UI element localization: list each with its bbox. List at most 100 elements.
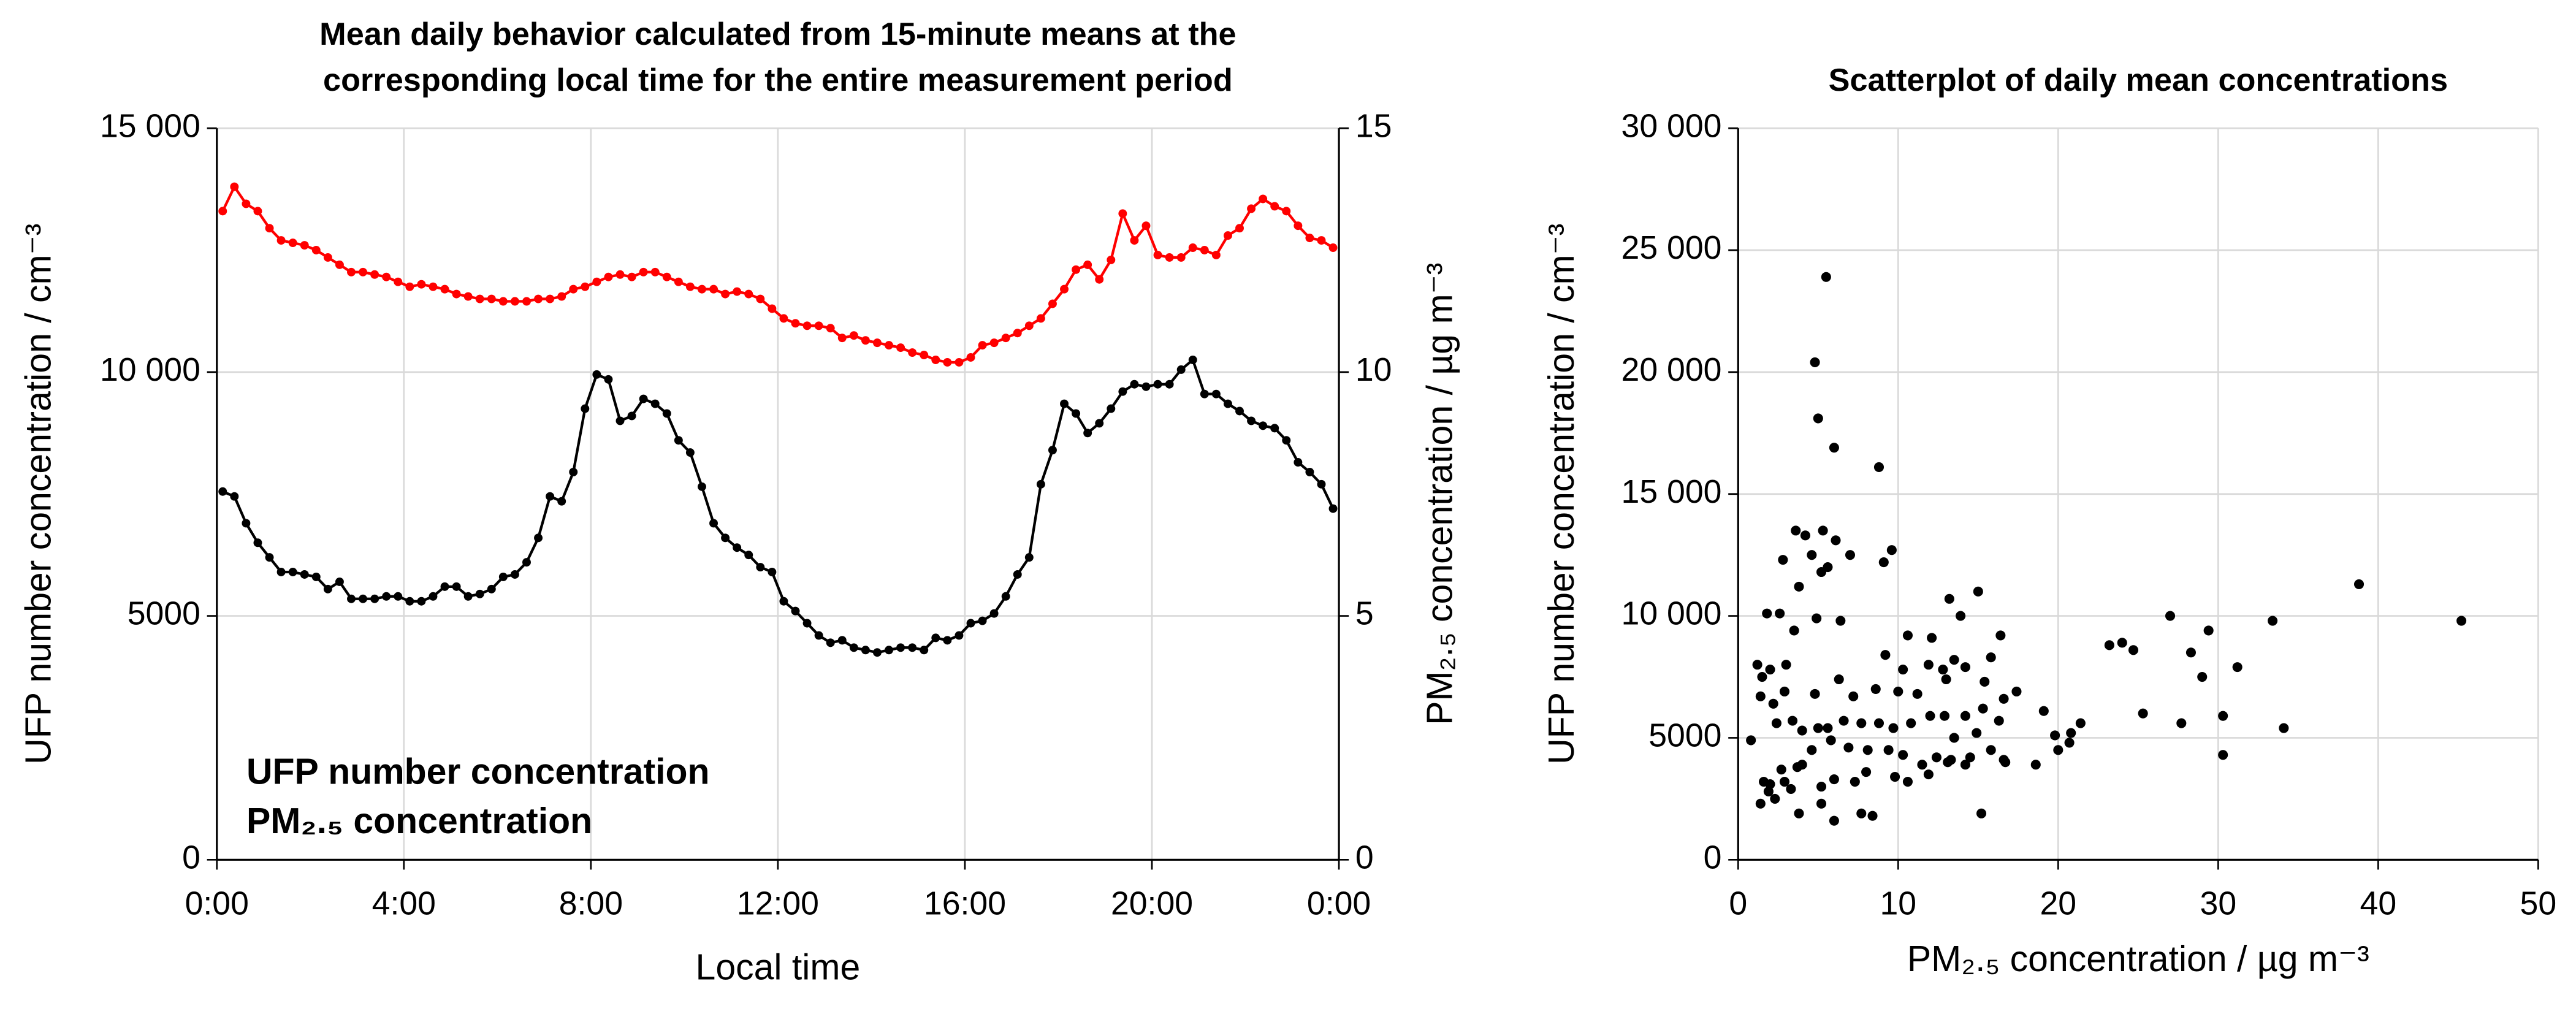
data-point	[1949, 655, 1959, 665]
data-point	[417, 597, 426, 606]
data-point	[627, 272, 636, 281]
data-point	[1107, 255, 1116, 264]
y-tick-label: 10 000	[100, 351, 200, 388]
data-point	[253, 207, 262, 216]
data-point	[300, 241, 309, 250]
data-point	[288, 568, 297, 576]
data-point	[382, 272, 391, 281]
data-point	[335, 577, 344, 586]
data-point	[487, 294, 496, 303]
data-point	[837, 636, 847, 645]
data-point	[2064, 738, 2075, 748]
data-point	[1165, 380, 1174, 389]
y2-axis-label: PM₂.₅ concentration / µg m⁻³	[1420, 263, 1460, 725]
x-axis-label: Local time	[696, 948, 861, 988]
data-point	[534, 294, 543, 303]
data-point	[242, 519, 251, 528]
data-point	[1118, 209, 1127, 218]
data-point	[1771, 718, 1781, 728]
x-tick-label: 12:00	[737, 885, 819, 922]
data-point	[1048, 446, 1057, 455]
data-point	[218, 487, 227, 496]
data-point	[1986, 652, 1996, 663]
data-point	[2050, 730, 2060, 741]
x-tick-label: 30	[2200, 885, 2237, 922]
data-point	[2185, 647, 2196, 658]
data-point	[931, 356, 940, 364]
data-point	[1898, 665, 1908, 675]
data-point	[1873, 462, 1884, 473]
data-point	[1763, 786, 1774, 797]
data-point	[756, 294, 765, 303]
x-tick-label: 10	[1880, 885, 1916, 922]
data-point	[1931, 752, 1942, 763]
data-point	[1083, 429, 1092, 438]
data-point	[1776, 765, 1786, 775]
data-point	[1083, 260, 1092, 269]
data-point	[1024, 321, 1034, 330]
data-point	[405, 597, 414, 606]
data-point	[802, 619, 812, 628]
data-point	[650, 399, 660, 408]
chart-title: Scatterplot of daily mean concentrations	[1829, 63, 2448, 98]
data-point	[242, 199, 251, 208]
data-point	[1943, 757, 1953, 768]
data-point	[1880, 650, 1891, 660]
data-point	[1888, 723, 1899, 733]
data-point	[1757, 671, 1767, 682]
data-point	[674, 436, 683, 445]
data-point	[1259, 421, 1268, 430]
data-point	[1944, 593, 1954, 604]
data-point	[1810, 357, 1820, 368]
data-point	[1861, 767, 1872, 777]
data-point	[1270, 424, 1279, 433]
data-point	[276, 568, 286, 576]
data-point	[1211, 250, 1221, 259]
data-point	[1095, 275, 1104, 284]
data-point	[417, 280, 426, 289]
data-point	[2066, 728, 2076, 738]
data-point	[1873, 718, 1884, 728]
data-point	[1843, 742, 1854, 753]
data-point	[276, 236, 286, 245]
data-point	[721, 533, 730, 543]
data-point	[1816, 567, 1827, 578]
data-point	[1775, 608, 1785, 619]
data-point	[1176, 253, 1186, 262]
data-point	[2176, 718, 2187, 728]
data-point	[721, 289, 730, 299]
data-point	[768, 568, 777, 576]
data-point	[2218, 711, 2228, 721]
data-point	[1941, 674, 1951, 685]
y-tick-label: 30 000	[1621, 107, 1722, 144]
data-point	[335, 260, 344, 269]
data-point	[1779, 686, 1790, 696]
data-point	[394, 592, 403, 601]
data-point	[1247, 204, 1256, 213]
data-point	[943, 357, 952, 367]
data-point	[920, 646, 929, 655]
data-point	[1787, 715, 1798, 726]
data-point	[452, 582, 461, 591]
data-point	[359, 267, 368, 277]
data-point	[1902, 630, 1913, 641]
data-point	[920, 351, 929, 359]
data-point	[382, 592, 391, 601]
data-point	[2000, 757, 2011, 768]
data-point	[2279, 723, 2289, 733]
data-point	[311, 572, 321, 581]
data-point	[873, 648, 882, 657]
data-point	[1013, 570, 1022, 579]
y2-tick-label: 10	[1355, 351, 1392, 388]
data-point	[253, 538, 262, 547]
data-point	[1328, 243, 1338, 252]
x-tick-label: 20:00	[1111, 885, 1193, 922]
data-point	[861, 646, 870, 655]
data-point	[1886, 545, 1897, 555]
data-point	[1200, 389, 1209, 399]
data-point	[2030, 760, 2041, 770]
data-point	[1878, 557, 1889, 568]
data-point	[685, 282, 695, 291]
data-point	[1141, 382, 1151, 391]
